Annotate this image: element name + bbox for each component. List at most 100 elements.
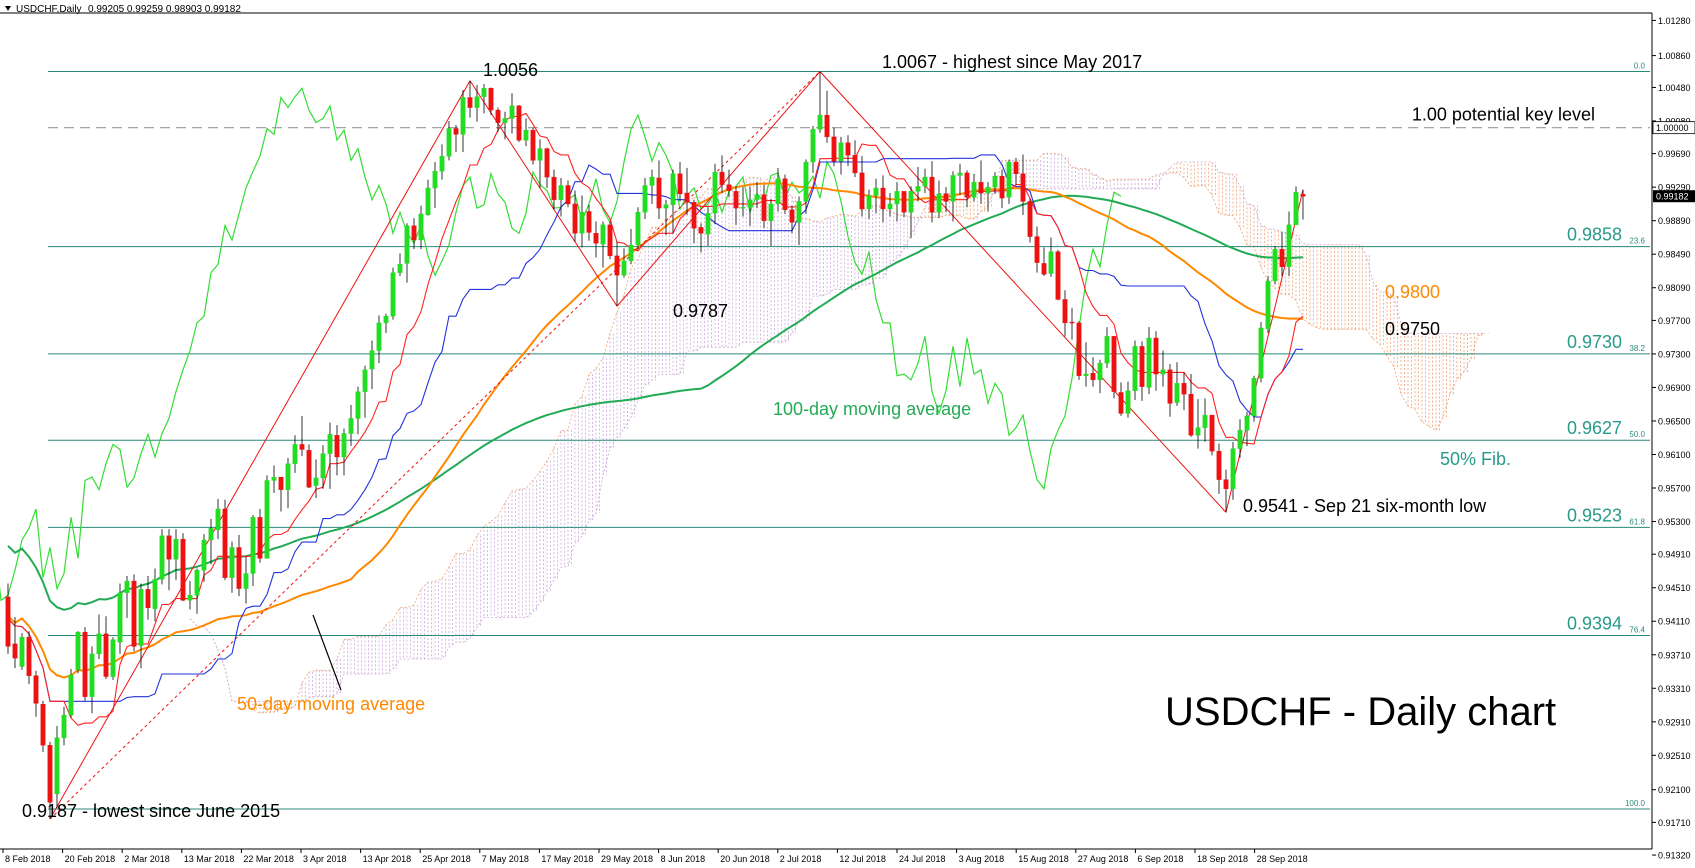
candle <box>838 136 844 175</box>
candle <box>1076 321 1082 380</box>
candle <box>1097 359 1103 394</box>
candle-body <box>971 181 977 198</box>
candle <box>306 444 312 489</box>
candle-body <box>208 528 214 541</box>
price-tick-label: 0.93710 <box>1658 650 1691 660</box>
candle-body <box>803 161 809 202</box>
annotation-low-sep: 0.9541 - Sep 21 six-month low <box>1243 496 1487 516</box>
candle-body <box>5 596 11 647</box>
candle-body <box>488 88 494 111</box>
candle <box>705 207 711 246</box>
candle-body <box>1209 414 1215 452</box>
candle-body <box>320 453 326 479</box>
time-tick-label: 27 Aug 2018 <box>1078 854 1129 864</box>
time-tick-label: 15 Aug 2018 <box>1018 854 1069 864</box>
time-tick-label: 28 Sep 2018 <box>1257 854 1308 864</box>
candle <box>698 223 704 253</box>
candle-body <box>880 187 886 210</box>
candle <box>1104 327 1110 369</box>
candle <box>369 340 375 390</box>
candle-body <box>845 142 851 156</box>
candle <box>999 169 1005 209</box>
candle <box>208 519 214 565</box>
candle <box>1139 341 1145 401</box>
time-tick-label: 3 Apr 2018 <box>303 854 347 864</box>
candle-body <box>159 535 165 580</box>
candle <box>1293 186 1299 226</box>
candle-body <box>1167 369 1173 404</box>
candle <box>978 160 984 204</box>
candle-body <box>1090 372 1096 381</box>
candle <box>1272 245 1278 285</box>
chart-header: USDCHF,Daily 0.99205 0.99259 0.98903 0.9… <box>5 4 241 15</box>
candle-body <box>705 212 711 235</box>
price-tick-label: 1.00860 <box>1658 51 1691 61</box>
candle <box>1258 322 1264 383</box>
candle-body <box>47 745 53 803</box>
candle <box>96 614 102 659</box>
candle-body <box>1251 378 1257 417</box>
candle-body <box>1146 337 1152 388</box>
candle <box>782 174 788 214</box>
candle-body <box>110 639 116 677</box>
candle-body <box>1293 191 1299 226</box>
time-tick-label: 20 Jun 2018 <box>720 854 770 864</box>
candle <box>1013 157 1019 185</box>
candle-body <box>747 199 753 208</box>
candle <box>145 575 151 620</box>
candle-body <box>677 173 683 195</box>
candle <box>1090 357 1096 387</box>
candle-body <box>1286 224 1292 267</box>
current-price-box <box>1653 190 1695 203</box>
candle <box>1048 237 1054 277</box>
candle <box>572 190 578 242</box>
candle-body <box>936 193 942 213</box>
candle <box>992 172 998 194</box>
candle <box>628 229 634 265</box>
candle <box>593 221 599 258</box>
candle <box>859 156 865 217</box>
candle-body <box>754 194 760 200</box>
candle-body <box>943 193 949 202</box>
time-tick-label: 20 Feb 2018 <box>65 854 116 864</box>
price-tick-label: 0.92510 <box>1658 751 1691 761</box>
candle-body <box>894 191 900 205</box>
candle <box>1223 469 1229 513</box>
candle <box>376 315 382 364</box>
candle-body <box>1258 327 1264 379</box>
candle <box>971 173 977 202</box>
candle-body <box>950 175 956 202</box>
candle <box>691 199 697 244</box>
candle <box>166 529 172 591</box>
candle <box>481 84 487 114</box>
candle <box>355 386 361 435</box>
fib-pct-label: 50.0 <box>1629 430 1645 439</box>
candle <box>754 182 760 209</box>
candle <box>901 191 907 218</box>
candle-body <box>1034 236 1040 263</box>
price-tick-label: 1.00480 <box>1658 83 1691 93</box>
candle-body <box>572 203 578 234</box>
candle-body <box>502 118 508 123</box>
candle-body <box>1195 427 1201 436</box>
candle <box>663 199 669 235</box>
triangle-down-icon[interactable] <box>5 6 11 11</box>
candle-body <box>964 172 970 198</box>
candle <box>12 617 18 669</box>
annotation-low-jun: 0.9787 <box>673 301 728 321</box>
candle <box>397 253 403 276</box>
candle-body <box>726 184 732 191</box>
candle-body <box>1013 161 1019 174</box>
candle-body <box>397 264 403 273</box>
candle-body <box>1041 263 1047 275</box>
candle-body <box>383 316 389 324</box>
price-tick-label: 0.93310 <box>1658 684 1691 694</box>
candle <box>852 140 858 178</box>
candle-body <box>1097 362 1103 381</box>
annotation-ma50-value: 0.9800 <box>1385 282 1440 302</box>
candle <box>103 616 109 680</box>
candle <box>180 533 186 602</box>
candle-body <box>509 105 515 119</box>
candle <box>446 120 452 161</box>
